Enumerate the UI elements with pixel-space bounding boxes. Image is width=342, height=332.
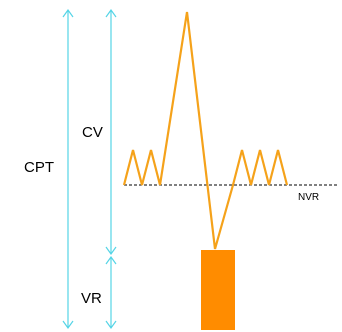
waveform-trace: [122, 11, 289, 250]
cv-label: CV: [82, 124, 103, 141]
vr-label: VR: [81, 290, 102, 307]
cv-span-arrow: [105, 8, 117, 256]
vr-span-arrow: [105, 255, 117, 330]
cpt-span-arrow: [62, 8, 74, 330]
residual-volume-block: [201, 250, 235, 330]
cpt-label: CPT: [24, 159, 54, 176]
nvr-label: NVR: [298, 192, 320, 203]
